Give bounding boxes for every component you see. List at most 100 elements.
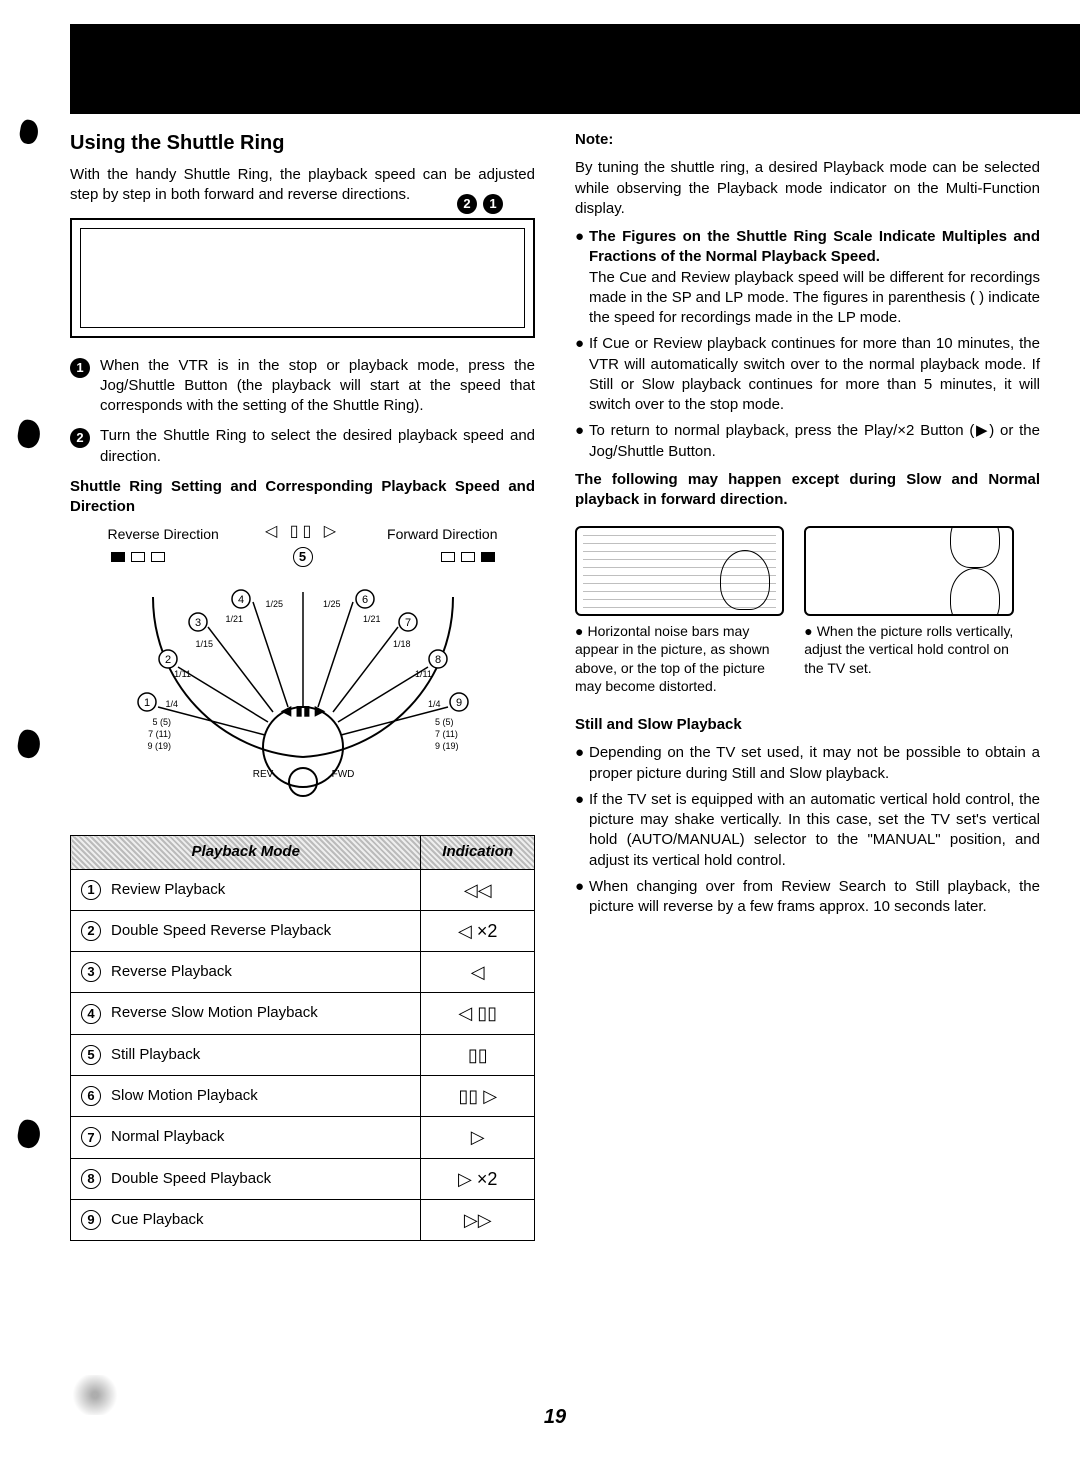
note-bullet: ●To return to normal playback, press the… xyxy=(575,421,1040,462)
svg-text:1/4: 1/4 xyxy=(165,699,178,709)
svg-text:1/11: 1/11 xyxy=(174,669,191,679)
playback-indication-icon: ◁ ▯▯ xyxy=(421,993,535,1034)
svg-text:7: 7 xyxy=(404,617,410,629)
svg-text:1/18: 1/18 xyxy=(393,639,411,649)
playback-mode-name: Double Speed Playback xyxy=(111,1169,271,1189)
playback-indication-icon: ◁◁ xyxy=(421,869,535,910)
svg-text:1/21: 1/21 xyxy=(225,614,243,624)
svg-text:REV: REV xyxy=(252,769,273,780)
playback-indication-icon: ◁ ×2 xyxy=(421,910,535,951)
svg-text:5 (5): 5 (5) xyxy=(152,717,171,727)
svg-text:1/11: 1/11 xyxy=(415,669,432,679)
step-number: 2 xyxy=(70,428,90,448)
table-header-indication: Indication xyxy=(421,836,535,869)
forward-direction-label: Forward Direction xyxy=(387,525,497,544)
table-row: 3Reverse Playback ◁ xyxy=(71,952,535,993)
table-row: 1Review Playback ◁◁ xyxy=(71,869,535,910)
reverse-direction-label: Reverse Direction xyxy=(108,525,219,544)
svg-text:◀ ▮▮ ▶: ◀ ▮▮ ▶ xyxy=(280,702,325,718)
table-row: 7 Normal Playback ▷ xyxy=(71,1117,535,1158)
playback-mode-name: Review Playback xyxy=(111,880,225,900)
shuttle-top-icons: ◁ ▯▯ ▷ xyxy=(265,521,340,543)
still-slow-heading: Still and Slow Playback xyxy=(575,715,1040,735)
playback-mode-name: Slow Motion Playback xyxy=(111,1086,258,1106)
svg-text:1/21: 1/21 xyxy=(363,614,381,624)
left-column: Using the Shuttle Ring With the handy Sh… xyxy=(70,130,535,1241)
svg-text:9 (19): 9 (19) xyxy=(435,741,459,751)
margin-pointer-icon xyxy=(16,418,43,449)
playback-mode-name: Cue Playback xyxy=(111,1210,204,1230)
tv-caption-1: Horizontal noise bars may appear in the … xyxy=(575,623,770,694)
dial-pos-5: 5 xyxy=(293,547,313,567)
playback-indication-icon: ▯▯ ▷ xyxy=(421,1075,535,1116)
note-bullets-1: ●The Figures on the Shuttle Ring Scale I… xyxy=(575,227,1040,462)
callout-2: 2 xyxy=(457,194,477,214)
svg-text:1: 1 xyxy=(143,697,149,709)
step-text: Turn the Shuttle Ring to select the desi… xyxy=(100,426,535,467)
note-intro: By tuning the shuttle ring, a desired Pl… xyxy=(575,158,1040,219)
row-number: 8 xyxy=(81,1169,101,1189)
svg-text:5 (5): 5 (5) xyxy=(435,717,454,727)
header-banner xyxy=(70,24,1080,114)
svg-text:9: 9 xyxy=(455,697,461,709)
tv-figure-roll: ●When the picture rolls vertically, adju… xyxy=(804,526,1013,695)
svg-text:1/25: 1/25 xyxy=(265,599,283,609)
step-number: 1 xyxy=(70,358,90,378)
shuttle-bar-row: 5 xyxy=(108,547,498,567)
playback-mode-name: Double Speed Reverse Playback xyxy=(111,921,331,941)
table-header-mode: Playback Mode xyxy=(71,836,421,869)
table-row: 8 Double Speed Playback ▷ ×2 xyxy=(71,1158,535,1199)
page-number: 19 xyxy=(544,1406,566,1429)
playback-mode-name: Reverse Playback xyxy=(111,962,232,982)
row-number: 4 xyxy=(81,1004,101,1024)
margin-pointer-icon xyxy=(18,119,40,146)
shuttle-dial: ◀ ▮▮ ▶ REV FWD 1/25 1/21 1/15 1/11 1/4 1… xyxy=(123,567,483,797)
row-number: 7 xyxy=(81,1127,101,1147)
vtr-illustration: 2 1 xyxy=(70,218,535,338)
instruction-step: 1 When the VTR is in the stop or playbac… xyxy=(70,356,535,417)
svg-text:1/25: 1/25 xyxy=(323,599,341,609)
shuttle-ring-figure: Reverse Direction Forward Direction ◁ ▯▯… xyxy=(108,525,498,815)
note-bullet: ●The Figures on the Shuttle Ring Scale I… xyxy=(575,227,1040,328)
row-number: 3 xyxy=(81,962,101,982)
shuttle-subheading: Shuttle Ring Setting and Corresponding P… xyxy=(70,477,535,518)
tv-figure-noise: ●Horizontal noise bars may appear in the… xyxy=(575,526,784,695)
note-label: Note: xyxy=(575,130,1040,150)
playback-indication-icon: ▷ xyxy=(421,1117,535,1158)
playback-warning: The following may happen except during S… xyxy=(575,470,1040,511)
playback-mode-name: Still Playback xyxy=(111,1045,200,1065)
row-number: 6 xyxy=(81,1086,101,1106)
svg-text:2: 2 xyxy=(164,654,170,666)
playback-mode-name: Reverse Slow Motion Playback xyxy=(111,1003,318,1023)
svg-text:FWD: FWD xyxy=(331,769,354,780)
section-title: Using the Shuttle Ring xyxy=(70,130,535,157)
right-column: Note: By tuning the shuttle ring, a desi… xyxy=(575,130,1040,1241)
svg-text:6: 6 xyxy=(361,594,367,606)
step-text: When the VTR is in the stop or playback … xyxy=(100,356,535,417)
page-content: Using the Shuttle Ring With the handy Sh… xyxy=(70,130,1040,1435)
svg-text:8: 8 xyxy=(434,654,440,666)
steps-list: 1 When the VTR is in the stop or playbac… xyxy=(70,356,535,467)
svg-text:9 (19): 9 (19) xyxy=(147,741,171,751)
row-number: 5 xyxy=(81,1045,101,1065)
note-bullets-2: ●Depending on the TV set used, it may no… xyxy=(575,743,1040,917)
table-row: 9Cue Playback ▷▷ xyxy=(71,1199,535,1240)
scan-smudge xyxy=(70,1375,120,1415)
note-bullet: ●If Cue or Review playback continues for… xyxy=(575,334,1040,415)
callout-1: 1 xyxy=(483,194,503,214)
note-bullet: ●When changing over from Review Search t… xyxy=(575,877,1040,918)
row-number: 9 xyxy=(81,1210,101,1230)
playback-indication-icon: ▷ ×2 xyxy=(421,1158,535,1199)
margin-pointer-icon xyxy=(16,1118,43,1149)
margin-pointer-icon xyxy=(16,728,43,759)
svg-text:1/4: 1/4 xyxy=(428,699,441,709)
tv-caption-2: When the picture rolls vertically, adjus… xyxy=(804,623,1013,675)
svg-text:1/15: 1/15 xyxy=(195,639,213,649)
tv-figures: ●Horizontal noise bars may appear in the… xyxy=(575,526,1040,695)
playback-indication-icon: ▯▯ xyxy=(421,1034,535,1075)
instruction-step: 2 Turn the Shuttle Ring to select the de… xyxy=(70,426,535,467)
note-bullet: ●If the TV set is equipped with an autom… xyxy=(575,790,1040,871)
svg-text:7 (11): 7 (11) xyxy=(148,729,171,739)
playback-mode-name: Normal Playback xyxy=(111,1127,224,1147)
row-number: 2 xyxy=(81,921,101,941)
